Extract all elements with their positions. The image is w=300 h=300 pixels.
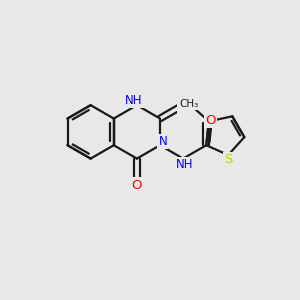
Text: CH₃: CH₃: [180, 99, 199, 109]
Text: O: O: [132, 178, 142, 192]
Text: N: N: [158, 135, 167, 148]
Text: O: O: [205, 114, 215, 127]
Text: S: S: [178, 99, 187, 112]
Text: NH: NH: [176, 158, 194, 171]
Text: NH: NH: [125, 94, 143, 107]
Text: S: S: [224, 153, 232, 166]
